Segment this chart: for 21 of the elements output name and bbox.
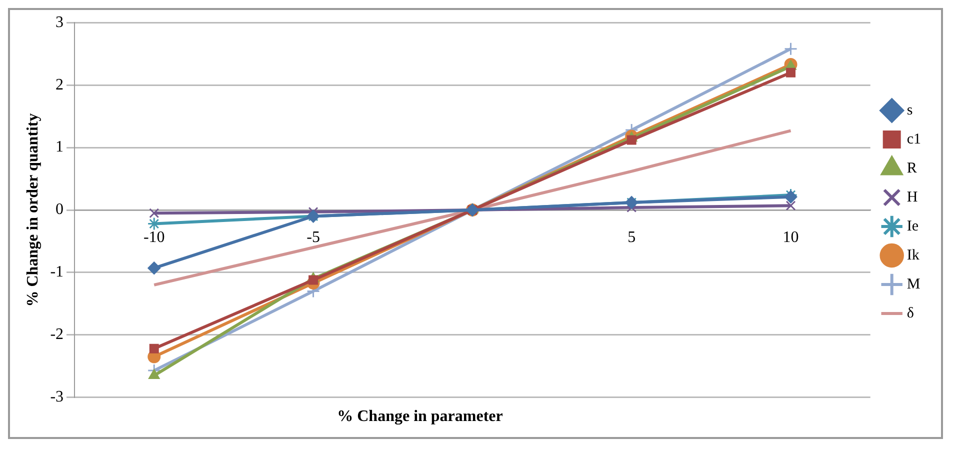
legend-label: Ie [906,218,919,234]
y-tick-label: 2 [56,76,64,94]
legend-label: H [906,189,918,206]
y-tick-label: -2 [50,326,64,344]
y-tick-label: -1 [50,264,64,281]
legend-label: c1 [906,131,922,148]
x-tick-label: 10 [782,228,799,246]
y-axis-title: % Change in order quantity [24,113,42,307]
y-tick-label: 1 [56,138,64,156]
legend-label: R [906,160,917,176]
legend-label: δ [906,305,914,322]
y-tick-label: -3 [50,388,64,406]
y-tick-label: 0 [56,201,64,218]
x-axis-title: % Change in parameter [336,408,504,426]
x-tick-label: -10 [143,228,165,246]
legend-label: s [906,102,913,118]
legend-label: M [906,276,920,292]
legend-label: Ik [906,247,920,264]
y-tick-label: 3 [56,14,64,31]
x-tick-label: -5 [306,228,320,246]
x-tick-label: 5 [628,228,636,246]
